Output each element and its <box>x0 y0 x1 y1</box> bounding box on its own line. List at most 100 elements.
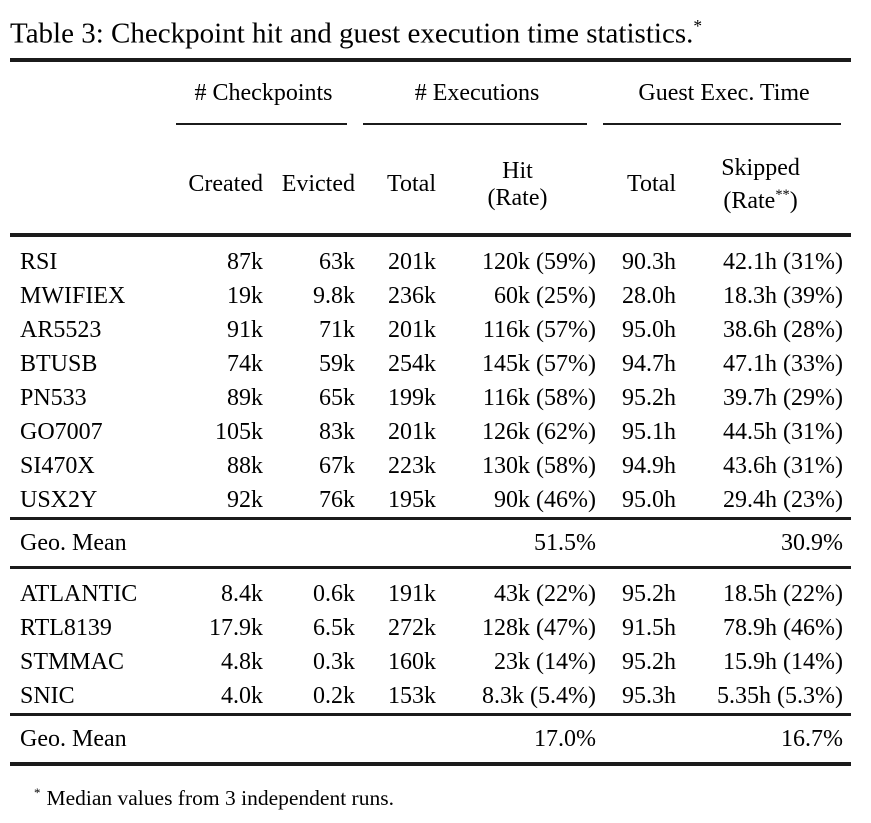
table-row: PN533 89k 65k 199k 116k (58%) 95.2h 39.7… <box>10 381 851 415</box>
table-row: STMMAC 4.8k 0.3k 160k 23k (14%) 95.2h 15… <box>10 645 851 679</box>
table-row: GO7007 105k 83k 201k 126k (62%) 95.1h 44… <box>10 415 851 449</box>
table-row: SNIC 4.0k 0.2k 153k 8.3k (5.4%) 95.3h 5.… <box>10 679 851 715</box>
sub-header-row: Created Evicted Total Hit (Rate) Total S… <box>10 124 852 237</box>
table-row: SI470X 88k 67k 223k 130k (58%) 94.9h 43.… <box>10 449 851 483</box>
cell-exec-total: 191k <box>388 580 436 607</box>
cell-evicted: 0.6k <box>313 580 355 607</box>
cell-exec-total: 223k <box>388 452 436 479</box>
cell-exec-total: 236k <box>388 282 436 309</box>
group-header-guest-exec-time: Guest Exec. Time <box>638 79 810 106</box>
col-header-guest-total: Total <box>597 124 678 237</box>
group-header-row: # Checkpoints # Executions Guest Exec. T… <box>10 62 851 109</box>
group-header-checkpoints: # Checkpoints <box>194 79 333 106</box>
table-row: RTL8139 17.9k 6.5k 272k 128k (47%) 91.5h… <box>10 611 851 645</box>
geo-mean-skipped-rate: 16.7% <box>677 712 852 766</box>
caption-footnote-marker: * <box>693 16 703 36</box>
geo-mean-row: Geo. Mean 51.5% 30.9% <box>10 516 852 569</box>
cell-device-name: RSI <box>20 248 58 275</box>
cell-device-name: USX2Y <box>20 486 98 513</box>
cell-created: 91k <box>227 316 263 343</box>
col-header-created: Created <box>170 124 265 237</box>
cell-skipped-rate: 78.9h (46%) <box>723 614 844 641</box>
geo-mean-label: Geo. Mean <box>10 712 170 766</box>
cell-hit-rate: 43k (22%) <box>494 580 597 607</box>
cell-created: 74k <box>227 350 263 377</box>
cell-hit-rate: 145k (57%) <box>482 350 597 377</box>
cell-exec-total: 160k <box>388 648 436 675</box>
col-header-exec-total: Total <box>357 124 438 237</box>
geo-mean-label: Geo. Mean <box>10 516 170 569</box>
cell-device-name: SNIC <box>20 682 75 709</box>
cell-created: 105k <box>215 418 263 445</box>
cell-exec-total: 199k <box>388 384 436 411</box>
table-row: MWIFIEX 19k 9.8k 236k 60k (25%) 28.0h 18… <box>10 279 851 313</box>
cell-created: 89k <box>227 384 263 411</box>
cell-device-name: GO7007 <box>20 418 103 445</box>
cell-evicted: 59k <box>319 350 355 377</box>
cell-exec-total: 201k <box>388 248 436 275</box>
cell-hit-rate: 60k (25%) <box>494 282 597 309</box>
col-header-evicted: Evicted <box>265 124 357 237</box>
cell-skipped-rate: 44.5h (31%) <box>723 418 844 445</box>
cell-skipped-rate: 47.1h (33%) <box>723 350 844 377</box>
footnote-skipped-rate-formula: **Skipped/(Skipped+Total) <box>34 813 871 823</box>
cell-guest-total: 95.0h <box>622 316 677 343</box>
cell-created: 17.9k <box>209 614 263 641</box>
cell-hit-rate: 116k (58%) <box>482 384 597 411</box>
geo-mean-skipped-rate: 30.9% <box>677 516 852 569</box>
col-header-hit-rate: Hit (Rate) <box>438 124 598 237</box>
cell-skipped-rate: 5.35h (5.3%) <box>717 682 844 709</box>
cell-evicted: 65k <box>319 384 355 411</box>
table-row: AR5523 91k 71k 201k 116k (57%) 95.0h 38.… <box>10 313 851 347</box>
geo-mean-row: Geo. Mean 17.0% 16.7% <box>10 712 852 766</box>
cell-exec-total: 201k <box>388 316 436 343</box>
cell-guest-total: 95.3h <box>622 682 677 709</box>
cmidrule-executions <box>363 122 588 125</box>
cell-exec-total: 195k <box>388 486 436 513</box>
cell-hit-rate: 90k (46%) <box>494 486 597 513</box>
cmidrule-checkpoints <box>176 122 347 125</box>
cell-skipped-rate: 18.5h (22%) <box>723 580 844 607</box>
table-row: RSI 87k 63k 201k 120k (59%) 90.3h 42.1h … <box>10 235 851 279</box>
cell-evicted: 71k <box>319 316 355 343</box>
cell-evicted: 0.3k <box>313 648 355 675</box>
cmidrule-row <box>10 109 851 125</box>
cell-device-name: PN533 <box>20 384 87 411</box>
cell-evicted: 76k <box>319 486 355 513</box>
cell-exec-total: 272k <box>388 614 436 641</box>
cell-skipped-rate: 43.6h (31%) <box>723 452 844 479</box>
cell-created: 88k <box>227 452 263 479</box>
cell-guest-total: 90.3h <box>622 248 677 275</box>
cell-guest-total: 91.5h <box>622 614 677 641</box>
cell-device-name: ATLANTIC <box>20 580 138 607</box>
cell-hit-rate: 116k (57%) <box>482 316 597 343</box>
cell-created: 87k <box>227 248 263 275</box>
geo-mean-hit-rate: 51.5% <box>438 516 598 569</box>
cell-evicted: 9.8k <box>313 282 355 309</box>
cell-skipped-rate: 18.3h (39%) <box>723 282 844 309</box>
cell-device-name: STMMAC <box>20 648 125 675</box>
cell-guest-total: 94.7h <box>622 350 677 377</box>
cell-evicted: 67k <box>319 452 355 479</box>
cell-hit-rate: 126k (62%) <box>482 418 597 445</box>
table-row: USX2Y 92k 76k 195k 90k (46%) 95.0h 29.4h… <box>10 483 851 519</box>
cell-device-name: MWIFIEX <box>20 282 126 309</box>
cell-guest-total: 95.2h <box>622 648 677 675</box>
corner-empty-cell <box>10 62 170 109</box>
cell-created: 8.4k <box>221 580 263 607</box>
cell-created: 92k <box>227 486 263 513</box>
cell-hit-rate: 130k (58%) <box>482 452 597 479</box>
cell-guest-total: 94.9h <box>622 452 677 479</box>
cmidrule-guest-exec-time <box>603 122 842 125</box>
cell-skipped-rate: 42.1h (31%) <box>723 248 844 275</box>
cell-created: 19k <box>227 282 263 309</box>
geo-mean-hit-rate: 17.0% <box>438 712 598 766</box>
cell-hit-rate: 120k (59%) <box>482 248 597 275</box>
cell-device-name: SI470X <box>20 452 95 479</box>
footnote-median-runs: * Median values from 3 independent runs. <box>34 785 394 810</box>
table-row: BTUSB 74k 59k 254k 145k (57%) 94.7h 47.1… <box>10 347 851 381</box>
group-header-executions: # Executions <box>414 79 540 106</box>
cell-guest-total: 95.1h <box>622 418 677 445</box>
cell-evicted: 6.5k <box>313 614 355 641</box>
cell-evicted: 0.2k <box>313 682 355 709</box>
